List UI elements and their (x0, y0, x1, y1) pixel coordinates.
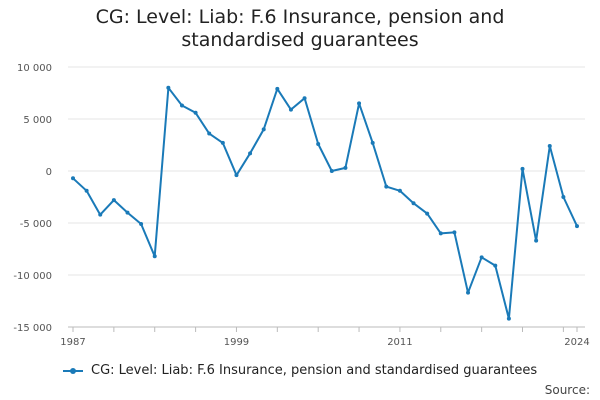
data-point (152, 254, 157, 259)
data-point (384, 184, 389, 189)
data-point (84, 188, 89, 193)
data-point (111, 198, 116, 203)
chart-legend[interactable]: CG: Level: Liab: F.6 Insurance, pension … (0, 363, 600, 378)
data-point (561, 195, 566, 199)
data-point (207, 131, 212, 136)
x-tick-label: 2011 (387, 337, 412, 348)
data-point (534, 238, 539, 243)
data-point (425, 211, 430, 216)
chart-title-text: CG: Level: Liab: F.6 Insurance, pension … (95, 6, 505, 51)
y-tick-label: -5 000 (20, 219, 52, 230)
data-point (261, 127, 266, 132)
y-tick-label: -15 000 (13, 323, 52, 334)
legend-series-marker (62, 366, 83, 376)
data-point (575, 224, 579, 229)
data-point (166, 85, 171, 90)
data-point (248, 151, 253, 156)
legend-series-label: CG: Level: Liab: F.6 Insurance, pension … (91, 363, 538, 378)
x-tick-label: 2024 (564, 337, 589, 348)
data-point (288, 107, 293, 112)
data-point (466, 290, 471, 295)
data-point (179, 103, 184, 108)
data-point (479, 255, 484, 260)
chart-title: CG: Level: Liab: F.6 Insurance, pension … (0, 6, 600, 52)
data-point (139, 222, 144, 227)
data-point (275, 86, 280, 91)
data-point (520, 166, 525, 171)
data-point (411, 201, 416, 206)
x-tick-label: 1999 (224, 337, 249, 348)
data-point (329, 169, 334, 173)
y-tick-label: 10 000 (17, 63, 52, 74)
data-point (220, 140, 225, 145)
data-point (452, 230, 457, 235)
data-point (547, 144, 552, 149)
data-point (316, 141, 321, 146)
series-line (72, 86, 578, 320)
data-point (370, 140, 375, 145)
data-point (506, 316, 511, 321)
data-point (71, 176, 75, 181)
y-tick-label: -10 000 (13, 271, 52, 282)
data-point (493, 263, 498, 268)
y-tick-label: 0 (46, 167, 52, 178)
source-label: Source: (544, 383, 590, 397)
data-point (302, 96, 307, 101)
data-point (357, 101, 362, 106)
data-point (397, 188, 402, 193)
data-point (125, 210, 130, 215)
data-point (234, 173, 239, 178)
data-point (98, 212, 103, 217)
data-point (438, 231, 443, 236)
data-point (343, 165, 348, 170)
x-tick-label: 1987 (60, 337, 85, 348)
data-point (193, 110, 198, 115)
y-tick-label: 5 000 (23, 115, 52, 126)
